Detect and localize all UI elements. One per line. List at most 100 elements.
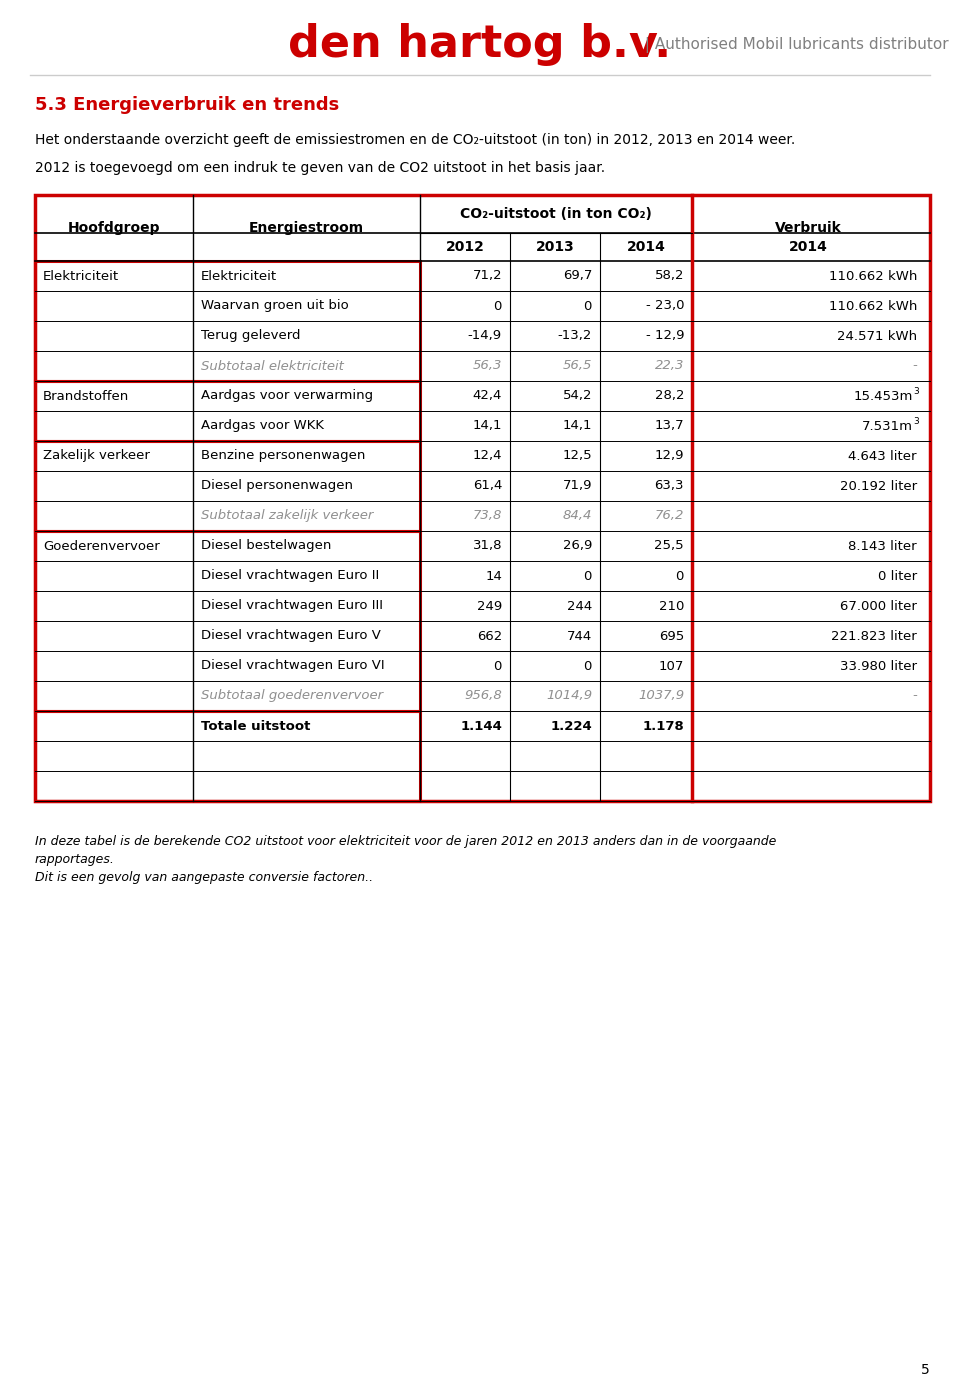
Text: Aardgas voor WKK: Aardgas voor WKK bbox=[201, 420, 324, 433]
Text: Dit is een gevolg van aangepaste conversie factoren..: Dit is een gevolg van aangepaste convers… bbox=[35, 871, 373, 884]
Text: Het onderstaande overzicht geeft de emissiestromen en de CO₂-uitstoot (in ton) i: Het onderstaande overzicht geeft de emis… bbox=[35, 133, 795, 147]
Text: 0: 0 bbox=[493, 659, 502, 673]
Text: 1.144: 1.144 bbox=[460, 719, 502, 733]
Text: - 23,0: - 23,0 bbox=[645, 300, 684, 313]
Bar bbox=[35, 441, 420, 530]
Text: 1037,9: 1037,9 bbox=[637, 690, 684, 702]
Bar bbox=[35, 195, 930, 801]
Text: 107: 107 bbox=[659, 659, 684, 673]
Text: 28,2: 28,2 bbox=[655, 389, 684, 402]
Text: Brandstoffen: Brandstoffen bbox=[43, 389, 130, 402]
Text: Elektriciteit: Elektriciteit bbox=[43, 269, 119, 282]
Text: 58,2: 58,2 bbox=[655, 269, 684, 282]
Text: Diesel vrachtwagen Euro VI: Diesel vrachtwagen Euro VI bbox=[201, 659, 385, 673]
Text: 5: 5 bbox=[922, 1362, 930, 1376]
Text: 14,1: 14,1 bbox=[472, 420, 502, 433]
Text: Benzine personenwagen: Benzine personenwagen bbox=[201, 450, 366, 462]
Text: Verbruik: Verbruik bbox=[775, 221, 842, 235]
Text: 63,3: 63,3 bbox=[655, 479, 684, 493]
Text: Diesel personenwagen: Diesel personenwagen bbox=[201, 479, 353, 493]
Text: 244: 244 bbox=[566, 599, 592, 613]
Text: 4.643 liter: 4.643 liter bbox=[849, 450, 917, 462]
Text: 221.823 liter: 221.823 liter bbox=[831, 630, 917, 642]
Text: 0: 0 bbox=[676, 570, 684, 582]
Text: Subtotaal elektriciteit: Subtotaal elektriciteit bbox=[201, 360, 344, 373]
Text: 56,5: 56,5 bbox=[563, 360, 592, 373]
Text: Diesel vrachtwagen Euro II: Diesel vrachtwagen Euro II bbox=[201, 570, 379, 582]
Text: 71,9: 71,9 bbox=[563, 479, 592, 493]
Text: 0: 0 bbox=[584, 570, 592, 582]
Text: 84,4: 84,4 bbox=[563, 510, 592, 522]
Text: 3: 3 bbox=[913, 416, 919, 426]
Bar bbox=[35, 530, 420, 711]
Text: 1.224: 1.224 bbox=[550, 719, 592, 733]
Text: Diesel bestelwagen: Diesel bestelwagen bbox=[201, 539, 331, 553]
Text: Waarvan groen uit bio: Waarvan groen uit bio bbox=[201, 300, 348, 313]
Text: 0: 0 bbox=[493, 300, 502, 313]
Text: 26,9: 26,9 bbox=[563, 539, 592, 553]
Text: 744: 744 bbox=[566, 630, 592, 642]
Text: 56,3: 56,3 bbox=[472, 360, 502, 373]
Text: 0: 0 bbox=[584, 300, 592, 313]
Text: 69,7: 69,7 bbox=[563, 269, 592, 282]
Text: 15.453m: 15.453m bbox=[853, 389, 913, 402]
Text: Terug geleverd: Terug geleverd bbox=[201, 329, 300, 342]
Text: 25,5: 25,5 bbox=[655, 539, 684, 553]
Text: den hartog b.v.: den hartog b.v. bbox=[288, 24, 672, 67]
Text: 31,8: 31,8 bbox=[472, 539, 502, 553]
Text: Elektriciteit: Elektriciteit bbox=[201, 269, 277, 282]
Text: 2012: 2012 bbox=[445, 240, 485, 254]
Text: 61,4: 61,4 bbox=[472, 479, 502, 493]
Text: 956,8: 956,8 bbox=[465, 690, 502, 702]
Text: 2012 is toegevoegd om een indruk te geven van de CO2 uitstoot in het basis jaar.: 2012 is toegevoegd om een indruk te geve… bbox=[35, 161, 605, 174]
Text: 22,3: 22,3 bbox=[655, 360, 684, 373]
Text: 2014: 2014 bbox=[627, 240, 665, 254]
Text: 0: 0 bbox=[584, 659, 592, 673]
Text: Hoofdgroep: Hoofdgroep bbox=[68, 221, 160, 235]
Text: In deze tabel is de berekende CO2 uitstoot voor elektriciteit voor de jaren 2012: In deze tabel is de berekende CO2 uitsto… bbox=[35, 835, 777, 847]
Bar bbox=[35, 261, 420, 381]
Text: 71,2: 71,2 bbox=[472, 269, 502, 282]
Text: Aardgas voor verwarming: Aardgas voor verwarming bbox=[201, 389, 373, 402]
Text: Diesel vrachtwagen Euro III: Diesel vrachtwagen Euro III bbox=[201, 599, 383, 613]
Text: 695: 695 bbox=[659, 630, 684, 642]
Text: 1014,9: 1014,9 bbox=[546, 690, 592, 702]
Text: Totale uitstoot: Totale uitstoot bbox=[201, 719, 310, 733]
Text: 20.192 liter: 20.192 liter bbox=[840, 479, 917, 493]
Bar bbox=[35, 381, 420, 441]
Text: Subtotaal goederenvervoer: Subtotaal goederenvervoer bbox=[201, 690, 383, 702]
Text: rapportages.: rapportages. bbox=[35, 853, 115, 866]
Text: -13,2: -13,2 bbox=[558, 329, 592, 342]
Text: 33.980 liter: 33.980 liter bbox=[840, 659, 917, 673]
Text: 73,8: 73,8 bbox=[472, 510, 502, 522]
Text: 12,5: 12,5 bbox=[563, 450, 592, 462]
Text: 14,1: 14,1 bbox=[563, 420, 592, 433]
Text: 67.000 liter: 67.000 liter bbox=[840, 599, 917, 613]
Text: Goederenvervoer: Goederenvervoer bbox=[43, 539, 159, 553]
Text: CO₂-uitstoot (in ton CO₂): CO₂-uitstoot (in ton CO₂) bbox=[460, 207, 652, 221]
Text: 8.143 liter: 8.143 liter bbox=[849, 539, 917, 553]
Text: 3: 3 bbox=[913, 387, 919, 395]
Text: 2013: 2013 bbox=[536, 240, 574, 254]
Text: | Authorised Mobil lubricants distributor: | Authorised Mobil lubricants distributo… bbox=[640, 38, 948, 53]
Text: 210: 210 bbox=[659, 599, 684, 613]
Bar bbox=[35, 711, 420, 801]
Text: Zakelijk verkeer: Zakelijk verkeer bbox=[43, 450, 150, 462]
Text: -14,9: -14,9 bbox=[468, 329, 502, 342]
Text: 12,4: 12,4 bbox=[472, 450, 502, 462]
Text: 7.531m: 7.531m bbox=[862, 420, 913, 433]
Text: 0 liter: 0 liter bbox=[877, 570, 917, 582]
Text: 24.571 kWh: 24.571 kWh bbox=[837, 329, 917, 342]
Text: 662: 662 bbox=[477, 630, 502, 642]
Text: Diesel vrachtwagen Euro V: Diesel vrachtwagen Euro V bbox=[201, 630, 381, 642]
Text: 110.662 kWh: 110.662 kWh bbox=[828, 300, 917, 313]
Text: 2014: 2014 bbox=[789, 240, 828, 254]
Text: -: - bbox=[912, 690, 917, 702]
Text: 76,2: 76,2 bbox=[655, 510, 684, 522]
Text: 249: 249 bbox=[477, 599, 502, 613]
Text: 5.3 Energieverbruik en trends: 5.3 Energieverbruik en trends bbox=[35, 96, 339, 114]
Text: 14: 14 bbox=[485, 570, 502, 582]
Text: 1.178: 1.178 bbox=[642, 719, 684, 733]
Text: 42,4: 42,4 bbox=[472, 389, 502, 402]
Text: -: - bbox=[912, 360, 917, 373]
